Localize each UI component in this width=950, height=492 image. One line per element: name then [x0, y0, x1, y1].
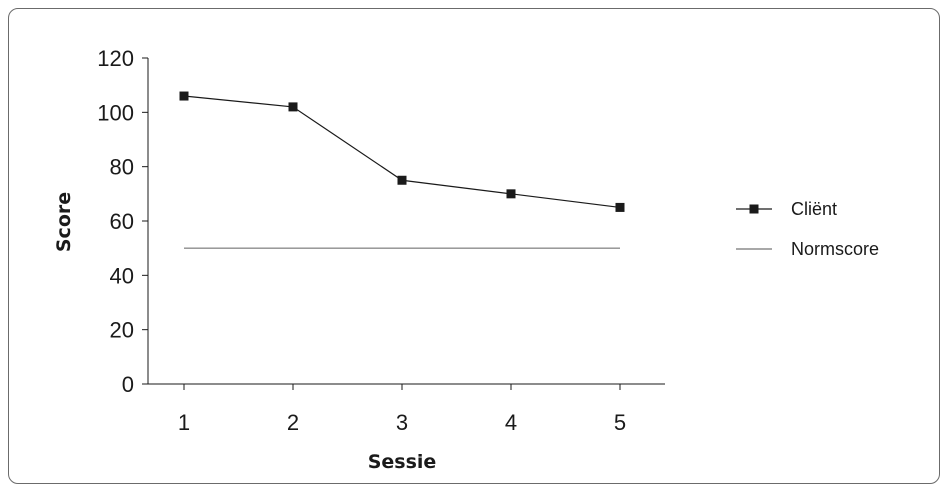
data-point [397, 175, 407, 185]
legend-item-client: Cliënt [736, 199, 837, 219]
x-axis-title: Sessie [368, 451, 437, 473]
y-axis-title: Score [53, 192, 75, 252]
x-tick-label: 2 [287, 410, 299, 435]
legend-item-normscore: Normscore [736, 239, 879, 259]
chart-frame [8, 8, 940, 484]
legend-label: Normscore [791, 239, 879, 259]
data-point [615, 202, 625, 212]
y-tick-label: 80 [110, 155, 134, 180]
y-tick-label: 60 [110, 209, 134, 234]
x-axis-ticks: 1 2 3 4 5 [178, 384, 626, 435]
legend: Cliënt Normscore [736, 199, 879, 259]
y-tick-label: 0 [122, 372, 134, 397]
series-client [179, 91, 625, 212]
data-point [506, 189, 516, 199]
x-tick-label: 3 [396, 410, 408, 435]
series-line [183, 95, 621, 209]
series-layer [179, 91, 625, 249]
x-tick-label: 5 [614, 410, 626, 435]
y-tick-label: 120 [97, 46, 134, 71]
y-tick-label: 40 [110, 263, 134, 288]
x-tick-label: 4 [505, 410, 517, 435]
data-point [179, 91, 189, 101]
y-tick-label: 20 [110, 318, 134, 343]
data-point [288, 102, 298, 112]
y-axis-ticks: 0 20 40 60 80 100 120 [97, 46, 148, 397]
legend-marker [749, 204, 759, 214]
y-tick-label: 100 [97, 100, 134, 125]
x-tick-label: 1 [178, 410, 190, 435]
legend-label: Cliënt [791, 199, 837, 219]
